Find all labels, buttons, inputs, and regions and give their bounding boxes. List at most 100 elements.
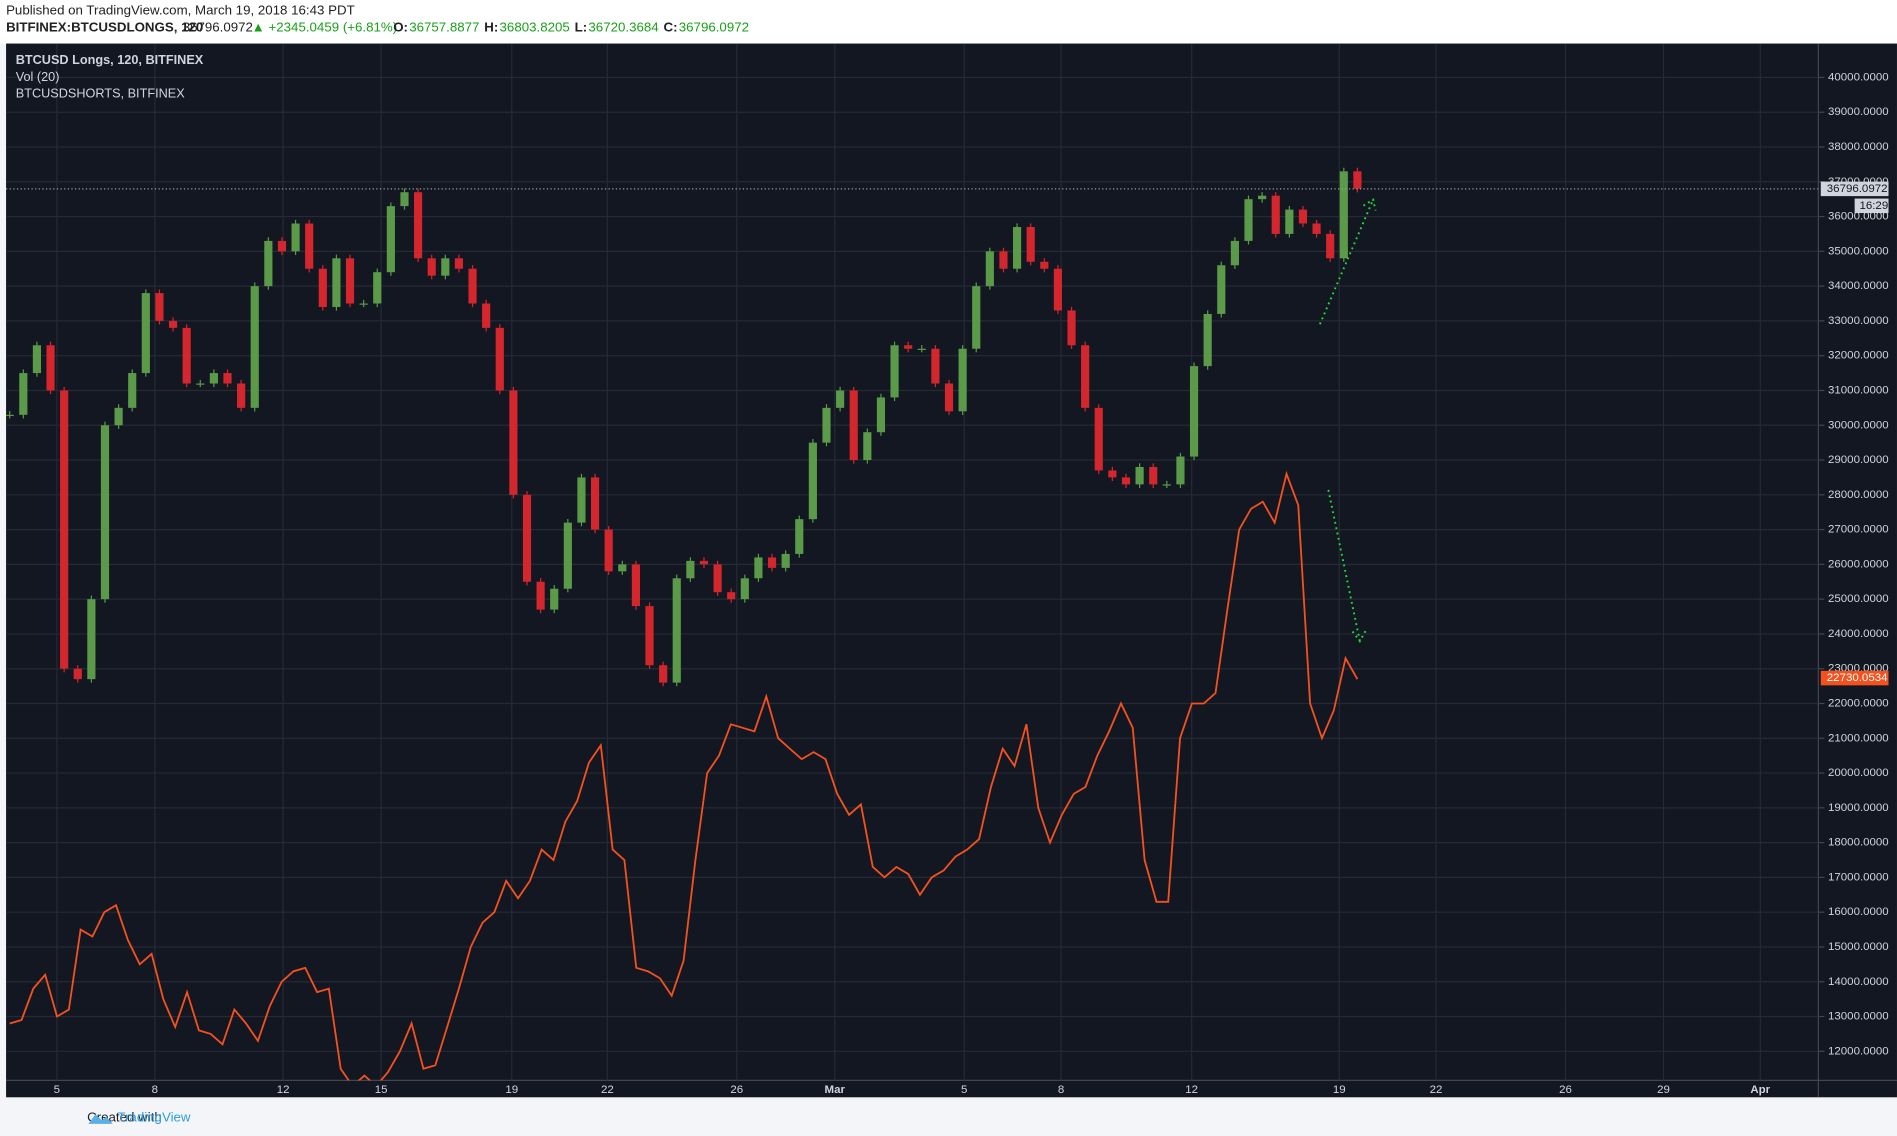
- candle-body: [509, 390, 518, 495]
- candle-body: [1176, 456, 1185, 485]
- candle-body: [19, 373, 28, 415]
- legend-series: BTCUSD Longs, 120, BITFINEX: [16, 53, 204, 67]
- change-text: ▲ +2345.0459 (+6.81%): [252, 19, 398, 34]
- y-tick-label: 32000.0000: [1828, 350, 1889, 362]
- footer-brand[interactable]: TradingView: [117, 1109, 191, 1124]
- candle-body: [277, 240, 287, 252]
- candle-body: [904, 345, 913, 349]
- candle-body: [604, 529, 613, 572]
- ohlc-label: H:: [484, 19, 498, 34]
- candle-body: [414, 192, 423, 259]
- candle-body: [332, 258, 341, 307]
- chart-background: [6, 43, 1897, 1098]
- candle-body: [441, 258, 450, 276]
- candle-body: [100, 425, 110, 600]
- y-tick-label: 16000.0000: [1828, 906, 1889, 918]
- annotation-arrow: [1319, 198, 1377, 643]
- x-tick-label: 12: [277, 1084, 290, 1096]
- candle-body: [373, 272, 382, 304]
- y-tick-label: 12000.0000: [1828, 1045, 1889, 1057]
- candle-body: [73, 668, 82, 680]
- candle-body: [1094, 407, 1103, 471]
- symbol-text: BITFINEX:BTCUSDLONGS, 120: [6, 19, 203, 34]
- candle-body: [1040, 261, 1049, 269]
- x-tick-label: 19: [505, 1084, 518, 1096]
- candle-body: [795, 519, 804, 554]
- candle-body: [999, 251, 1008, 269]
- candle-body: [781, 553, 790, 568]
- candle-body: [727, 592, 736, 600]
- y-tick-label: 28000.0000: [1828, 489, 1889, 501]
- ohlc-value: 36803.8205: [500, 19, 570, 34]
- candle-body: [686, 560, 695, 579]
- candle-body: [536, 581, 545, 610]
- price-text: 36796.0972: [183, 19, 253, 34]
- candle-body: [672, 578, 681, 683]
- candle-body: [958, 348, 967, 412]
- candle-body: [577, 477, 586, 523]
- x-tick-label: 22: [1430, 1084, 1443, 1096]
- y-tick-label: 29000.0000: [1828, 454, 1889, 466]
- candle-body: [1326, 233, 1335, 259]
- candle-body: [345, 258, 355, 304]
- candle-body: [890, 345, 899, 398]
- candle-body: [863, 432, 872, 461]
- y-tick-label: 20000.0000: [1828, 767, 1889, 779]
- candle-body: [740, 578, 749, 600]
- y-tick-label: 14000.0000: [1828, 976, 1889, 988]
- candle-body: [1298, 209, 1308, 224]
- candle-body: [550, 588, 559, 610]
- y-tick-label: 13000.0000: [1828, 1011, 1889, 1023]
- candle-body: [713, 564, 722, 593]
- candle-body: [482, 303, 491, 328]
- candle-body: [141, 293, 150, 374]
- x-tick-label: 5: [961, 1084, 967, 1096]
- candle-body: [876, 397, 886, 433]
- candle-body: [114, 407, 123, 426]
- candle-body: [618, 564, 627, 572]
- x-tick-label: 8: [1058, 1084, 1064, 1096]
- candle-body: [1230, 240, 1239, 266]
- last-price-box: [1820, 181, 1889, 197]
- y-tick-label: 22000.0000: [1828, 698, 1889, 710]
- candle-body: [631, 564, 640, 607]
- ohlc-label: O:: [393, 19, 408, 34]
- candle-body: [836, 390, 845, 408]
- candle-body: [1053, 268, 1063, 311]
- candle-body: [468, 268, 477, 304]
- plot: [6, 167, 1819, 1081]
- legend-indicator: Vol (20): [16, 70, 60, 84]
- candle-body: [849, 390, 858, 461]
- candle-body: [454, 258, 464, 269]
- y-tick-label: 26000.0000: [1828, 558, 1889, 570]
- candle-body: [128, 373, 137, 408]
- last-time-box: [1854, 198, 1889, 214]
- candle-body: [264, 240, 273, 287]
- candle-body: [223, 373, 232, 384]
- candle-body: [972, 286, 981, 349]
- candle-body: [1121, 477, 1131, 485]
- candle-body: [291, 223, 300, 252]
- x-tick-label: 8: [152, 1084, 158, 1096]
- candle-body: [32, 345, 42, 374]
- ohlc-label: L:: [575, 19, 588, 34]
- candle-body: [1353, 171, 1362, 189]
- y-tick-label: 36000.0000: [1828, 211, 1889, 223]
- x-tick-label: 29: [1657, 1084, 1670, 1096]
- last-value-box: [1820, 670, 1889, 686]
- candle-body: [1067, 310, 1076, 346]
- x-tick-label: 12: [1185, 1084, 1198, 1096]
- candle-body: [250, 286, 259, 408]
- candle-body: [822, 407, 831, 443]
- x-tick-label: 5: [54, 1084, 60, 1096]
- candle-body: [1026, 226, 1035, 262]
- candle-body: [1312, 223, 1321, 234]
- candle-body: [209, 373, 218, 384]
- candle-body: [318, 268, 327, 307]
- published-text: Published on TradingView.com, March 19, …: [6, 2, 355, 17]
- candle-body: [386, 206, 395, 273]
- candle-body: [931, 348, 940, 384]
- y-tick-label: 38000.0000: [1828, 141, 1889, 153]
- x-tick-label: Apr: [1750, 1084, 1770, 1096]
